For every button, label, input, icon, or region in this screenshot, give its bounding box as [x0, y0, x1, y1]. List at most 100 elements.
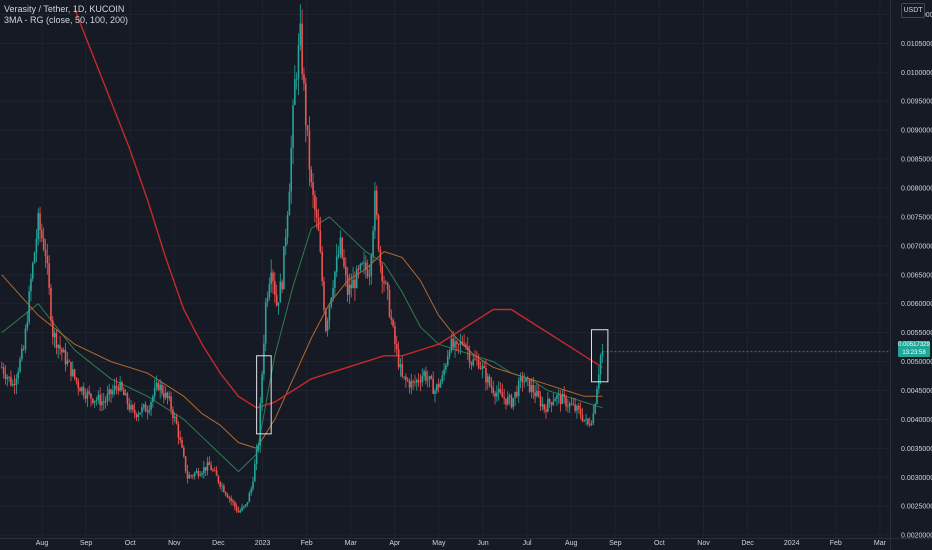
candle-body [436, 384, 438, 391]
candle-body [481, 366, 484, 369]
candle-body [543, 404, 545, 410]
candle-body [577, 405, 580, 410]
y-tick-label: 0.00550000 [901, 330, 932, 337]
candle-body [177, 423, 180, 438]
candle-body [576, 405, 578, 411]
candle-body [363, 262, 365, 264]
candle-body [366, 269, 369, 277]
candle-body [246, 501, 249, 505]
candle-body [41, 230, 43, 239]
candle-body [8, 376, 10, 378]
candle-body [514, 391, 516, 399]
candle-body [115, 385, 118, 388]
candle-body [299, 23, 302, 46]
candle-body [168, 396, 171, 399]
chart-title: Verasity / Tether, 1D, KUCOIN [4, 4, 125, 14]
candle-body [272, 272, 274, 282]
candle-body [343, 257, 345, 267]
candle-body [425, 371, 427, 381]
candle-body [237, 510, 240, 513]
candle-body [550, 402, 553, 405]
candle-body [346, 275, 349, 295]
x-tick-label: Nov [697, 540, 710, 547]
candle-body [82, 386, 85, 396]
candle-body [414, 382, 416, 384]
candle-body [30, 278, 32, 292]
candle-body [170, 396, 172, 410]
candle-body [523, 381, 525, 383]
candle-body [423, 371, 425, 377]
candle-body [443, 369, 445, 376]
candle-body [230, 498, 232, 501]
candle-body [55, 332, 58, 348]
candle-body [15, 378, 18, 385]
candle-body [57, 345, 60, 348]
candle-body [496, 392, 498, 397]
highlight-box [591, 329, 609, 383]
candle-body [568, 403, 571, 407]
candle-body [279, 281, 282, 303]
candle-body [592, 413, 595, 423]
candle-body [139, 412, 141, 415]
candle-body [319, 230, 322, 252]
candle-body [335, 256, 338, 272]
candle-body [1, 367, 3, 369]
candle-body [90, 393, 92, 399]
currency-button[interactable]: USDT [901, 3, 925, 18]
candle-body [556, 395, 558, 399]
candle-body [503, 397, 505, 399]
candle-body [355, 268, 358, 288]
candle-body [33, 252, 36, 264]
candle-body [70, 362, 72, 376]
candle-body [153, 387, 156, 397]
candle-body [465, 344, 467, 347]
candle-body [326, 320, 329, 331]
ma-200-line [73, 8, 603, 409]
candle-body [164, 392, 167, 398]
candle-body [601, 351, 604, 356]
candle-countdown: 13:23:58 [902, 350, 926, 356]
x-tick-label: Feb [301, 540, 313, 547]
candle-body [508, 395, 511, 397]
candle-body [233, 502, 236, 507]
y-tick-label: 0.00450000 [901, 388, 932, 395]
candle-body [357, 268, 360, 270]
candle-body [345, 266, 347, 276]
candle-body [445, 365, 447, 370]
candle-body [494, 393, 496, 397]
candle-body [221, 485, 223, 487]
candle-body [528, 379, 531, 392]
candle-body [348, 284, 351, 295]
candle-body [419, 381, 422, 383]
candle-body [506, 396, 509, 405]
y-tick-label: 0.00700000 [901, 243, 932, 250]
y-tick-label: 0.00850000 [901, 157, 932, 164]
candle-body [203, 467, 205, 474]
y-tick-label: 0.01000000 [901, 70, 932, 77]
candle-body [403, 376, 405, 378]
x-tick-label: Dec [741, 540, 754, 547]
y-tick-label: 0.00400000 [901, 417, 932, 424]
candle-body [44, 249, 47, 257]
candle-body [2, 367, 5, 374]
candle-body [117, 387, 120, 391]
candle-body [312, 182, 314, 196]
candle-body [290, 147, 293, 192]
candle-body [266, 297, 269, 303]
candle-body [334, 271, 336, 288]
candle-body [297, 45, 300, 80]
candle-body [283, 246, 285, 290]
candle-body [208, 462, 211, 466]
candle-body [141, 407, 143, 413]
candle-body [206, 462, 209, 471]
candle-body [323, 281, 325, 310]
candle-body [50, 287, 52, 321]
candle-body [51, 320, 54, 338]
candle-body [516, 391, 518, 397]
candle-body [386, 282, 389, 290]
candle-body [261, 374, 263, 404]
candle-body [545, 409, 547, 412]
candle-body [192, 475, 194, 477]
candle-body [537, 391, 540, 397]
